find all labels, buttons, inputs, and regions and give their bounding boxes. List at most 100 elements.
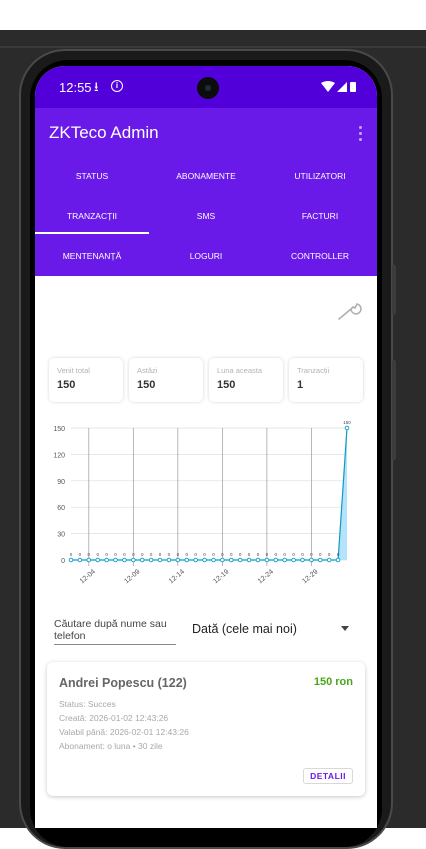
stat-label: Astăzi [137, 366, 158, 375]
data-label: 0 [114, 552, 117, 557]
tab-sms[interactable]: SMS [196, 211, 216, 221]
transaction-created: Creată: 2026-01-02 12:43:26 [59, 713, 169, 723]
data-label: 0 [310, 552, 313, 557]
stat-card-today: Astăzi 150 [129, 358, 203, 402]
data-label: 0 [239, 552, 242, 557]
stat-value: 150 [217, 379, 236, 391]
data-point [166, 557, 172, 563]
wifi-icon [321, 81, 335, 92]
data-point [220, 557, 225, 563]
data-point [175, 557, 181, 563]
data-point [95, 557, 100, 563]
status-icons [321, 81, 356, 92]
volume-button [392, 265, 396, 315]
stat-card-total: Venit total 150 [49, 358, 123, 402]
series-line [71, 427, 348, 561]
stat-label: Venit total [57, 366, 90, 375]
data-point [255, 557, 261, 563]
stat-value: 150 [57, 379, 76, 391]
x-tick-label: 12-19 [212, 568, 230, 585]
data-label: 0 [221, 552, 224, 557]
x-tick-label: 12-14 [168, 568, 186, 585]
wrench-icon[interactable] [336, 302, 362, 322]
data-label: 0 [301, 552, 304, 557]
tab-tranzactii[interactable]: TRANZACȚII [66, 211, 118, 221]
status-time: 12:55 [59, 80, 92, 95]
transaction-subscription: Abonament: o luna • 30 zile [59, 741, 163, 751]
data-point [237, 557, 243, 563]
data-label: 0 [141, 552, 144, 557]
data-point [184, 557, 189, 563]
signal-icon [337, 82, 347, 92]
transaction-amount: 150 ron [313, 676, 353, 688]
data-label: 0 [88, 552, 91, 557]
data-point [113, 557, 118, 563]
tab-abonamente[interactable]: ABONAMENTE [176, 171, 236, 181]
data-label: 0 [292, 552, 295, 557]
x-tick-label: 12-29 [301, 568, 319, 585]
data-point [246, 557, 252, 563]
data-point [122, 557, 127, 563]
data-point [264, 557, 270, 563]
dropdown-caret-icon[interactable] [341, 626, 349, 631]
data-label: 0 [248, 552, 251, 557]
tab-facturi[interactable]: FACTURI [301, 211, 339, 221]
tab-mentenanta[interactable]: MENTENANȚĂ [62, 251, 122, 261]
data-label: 0 [337, 552, 340, 557]
search-placeholder: Căutare după nume sau telefon [54, 618, 167, 642]
stat-value: 1 [297, 379, 304, 391]
data-label: 0 [212, 552, 215, 557]
data-label: 0 [79, 552, 82, 557]
emulator-divider [0, 46, 426, 48]
y-tick-label: 0 [61, 558, 65, 565]
data-point [202, 557, 207, 563]
details-button[interactable]: DETALII [303, 768, 353, 784]
x-tick-label: 12-04 [79, 568, 97, 585]
tab-utilizatori[interactable]: UTILIZATORI [294, 171, 346, 181]
tab-loguri[interactable]: LOGURI [189, 251, 223, 261]
area-fill [71, 428, 347, 560]
y-tick-label: 30 [57, 532, 65, 539]
transaction-card[interactable]: Andrei Popescu (122) 150 ron Status: Suc… [47, 662, 365, 796]
data-label: 0 [283, 552, 286, 557]
data-point [344, 425, 350, 431]
data-label: 0 [230, 552, 233, 557]
info-icon: i [111, 80, 123, 92]
data-point [291, 557, 296, 563]
data-label: 0 [132, 552, 135, 557]
data-point [309, 557, 314, 563]
active-tab-indicator [35, 232, 149, 234]
y-tick-label: 120 [53, 452, 65, 459]
x-tick-label: 12-24 [257, 568, 275, 585]
y-tick-label: 90 [57, 479, 65, 486]
data-label: 0 [105, 552, 108, 557]
app-screen: 12:55 ⭳ i ZKTeco Admin STATUS ABONAMENTE… [35, 66, 377, 828]
transaction-valid-until: Valabil până: 2026-02-01 12:43:26 [59, 727, 189, 737]
sort-dropdown[interactable]: Dată (cele mai noi) [192, 622, 297, 636]
app-title: ZKTeco Admin [49, 123, 159, 142]
data-point [68, 557, 74, 563]
transaction-status: Status: Succes [59, 699, 116, 709]
data-label: 0 [150, 552, 153, 557]
data-label: 150 [343, 420, 351, 425]
data-point [157, 557, 163, 563]
data-point [229, 557, 234, 563]
data-point [77, 557, 83, 563]
tab-controller[interactable]: CONTROLLER [290, 251, 350, 261]
data-point [300, 557, 305, 563]
transaction-name: Andrei Popescu (122) [59, 676, 187, 690]
data-label: 0 [319, 552, 322, 557]
power-button [392, 360, 396, 460]
data-point [318, 557, 323, 563]
stat-card-transactions: Tranzacții 1 [289, 358, 363, 402]
data-label: 0 [275, 552, 278, 557]
overflow-menu-icon[interactable] [359, 126, 363, 144]
battery-icon [350, 82, 356, 92]
data-point [86, 557, 92, 563]
data-point [193, 557, 198, 563]
home-indicator[interactable] [163, 819, 263, 822]
data-point [104, 557, 109, 563]
search-field[interactable]: Căutare după nume sau telefon [54, 618, 176, 645]
data-point [211, 557, 216, 563]
tab-status[interactable]: STATUS [75, 171, 109, 181]
